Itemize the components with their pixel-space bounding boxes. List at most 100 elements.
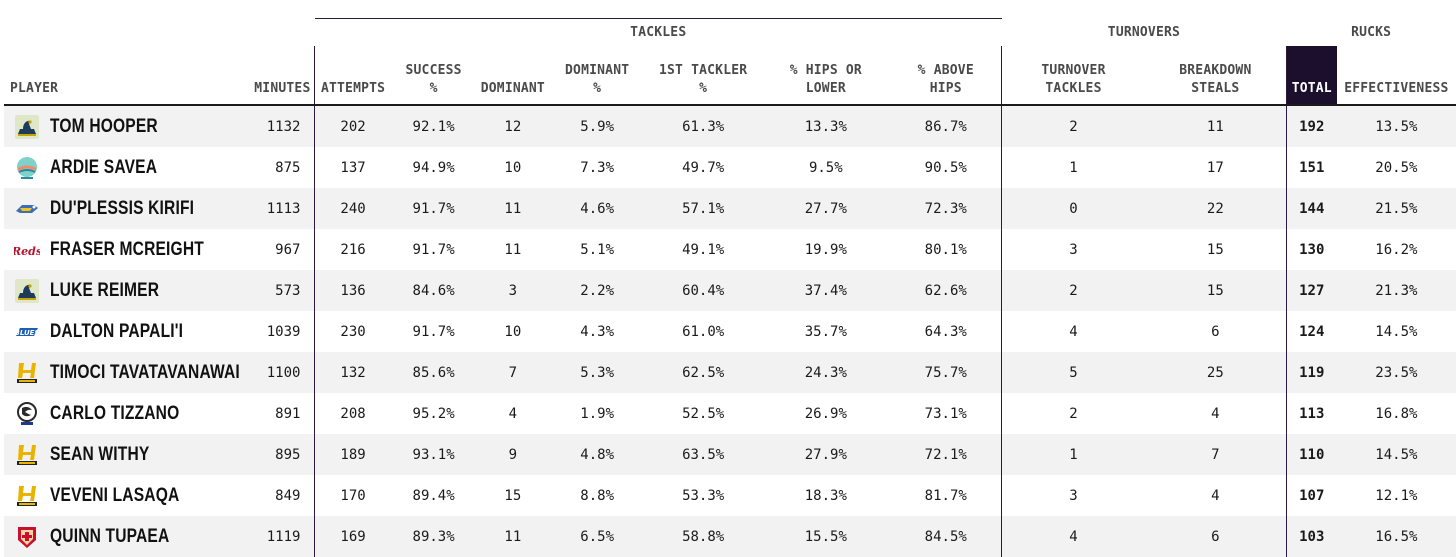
above-hips-cell: 75.7% [890,352,1003,393]
table-row[interactable]: SEAN WITHY 895 189 93.1% 9 4.8% 63.5% 27.9% 72.1… [4,434,1456,475]
attempts-cell: 189 [314,434,391,475]
table-row[interactable]: VEVENI LASAQA 849 170 89.4% 15 8.8% 53.3% 18.3%… [4,475,1456,516]
column-header-hips-or-lower[interactable]: % HIPS OR LOWER [761,46,891,106]
turnover-tackles-cell: 1 [1001,147,1145,188]
svg-text:Reds: Reds [14,245,40,258]
effectiveness-cell: 14.5% [1336,434,1456,475]
effectiveness-cell: 21.3% [1336,270,1456,311]
minutes-cell: 573 [246,270,315,311]
player-name[interactable]: DALTON PAPALI'I [50,320,184,342]
success-pct-cell: 91.7% [390,311,477,352]
table-row[interactable]: QUINN TUPAEA 1119 169 89.3% 11 6.5% 58.8% 15.5%… [4,516,1456,557]
dominant-cell: 15 [476,475,550,516]
hurricanes-team-icon [14,442,40,468]
success-pct-cell: 93.1% [390,434,477,475]
moana-team-icon [14,155,40,181]
ruck-total-cell: 110 [1286,434,1337,475]
hips-or-lower-cell: 27.9% [761,434,891,475]
table-row[interactable]: Reds FRASER MCREIGHT 96721691.7%115.1%49.1… [4,229,1456,270]
column-header-turnover-tackles[interactable]: TURNOVER TACKLES [1001,46,1145,106]
table-row[interactable]: TOM HOOPER 1132 202 92.1% 12 5.9% 61.3% 13.3% 86… [4,105,1456,147]
attempts-cell: 137 [314,147,391,188]
column-header-effectiveness[interactable]: EFFECTIVENESS [1336,46,1456,106]
first-tackler-cell: 53.3% [645,475,762,516]
player-cell: CARLO TIZZANO [4,393,247,434]
ruck-total-cell: 103 [1286,516,1337,557]
hips-or-lower-cell: 9.5% [761,147,891,188]
above-hips-cell: 72.1% [890,434,1003,475]
tackling-stats-table: TACKLES TURNOVERS RUCKS PLAYER MINUTES A… [4,18,1456,557]
attempts-cell: 170 [314,475,391,516]
hips-or-lower-cell: 26.9% [761,393,891,434]
first-tackler-cell: 58.8% [645,516,762,557]
minutes-cell: 1113 [246,188,315,229]
table-row[interactable]: CARLO TIZZANO 891 208 95.2% 4 1.9% 52.5% 26.9% 7… [4,393,1456,434]
table-row[interactable]: LUKE REIMER 573 136 84.6% 3 2.2% 60.4% 37.4% 62.… [4,270,1456,311]
turnover-tackles-cell: 4 [1001,516,1145,557]
hips-or-lower-cell: 37.4% [761,270,891,311]
column-header-total[interactable]: TOTAL [1286,46,1337,106]
column-header-minutes[interactable]: MINUTES [246,46,315,106]
breakdown-steals-cell: 6 [1144,516,1287,557]
player-name[interactable]: LUKE REIMER [50,279,160,301]
table-row[interactable]: BLUES DALTON PAPALI'I 1039 230 91.7% 10 4.3% 61… [4,311,1456,352]
above-hips-cell: 86.7% [890,105,1003,147]
minutes-cell: 1119 [246,516,315,557]
player-name[interactable]: ARDIE SAVEA [50,156,158,178]
effectiveness-cell: 13.5% [1336,105,1456,147]
hips-or-lower-cell: 27.7% [761,188,891,229]
column-header-success[interactable]: SUCCESS% [390,46,477,106]
player-name[interactable]: SEAN WITHY [50,443,150,465]
column-header-player[interactable]: PLAYER [4,46,247,106]
table-row[interactable]: DU'PLESSIS KIRIFI 1113 240 91.7% 11 4.6% 57.1%… [4,188,1456,229]
table-row[interactable]: TIMOCI TAVATAVANAWAI 1100 132 85.6% 7 5.3% 62.… [4,352,1456,393]
ruck-total-cell: 144 [1286,188,1337,229]
success-pct-cell: 89.3% [390,516,477,557]
column-header-dominant-pct[interactable]: DOMINANT% [549,46,646,106]
effectiveness-cell: 16.5% [1336,516,1456,557]
success-pct-cell: 85.6% [390,352,477,393]
column-header-dominant[interactable]: DOMINANT [476,46,550,106]
effectiveness-cell: 23.5% [1336,352,1456,393]
first-tackler-cell: 57.1% [645,188,762,229]
dominant-cell: 11 [476,188,550,229]
column-header-breakdown-steals[interactable]: BREAKDOWN STEALS [1144,46,1287,106]
table-row[interactable]: ARDIE SAVEA 875 137 94.9% 10 7.3% 49.7% 9.5% 90.… [4,147,1456,188]
column-header-above-hips[interactable]: % ABOVE HIPS [890,46,1003,106]
breakdown-steals-cell: 6 [1144,311,1287,352]
attempts-cell: 240 [314,188,391,229]
player-cell: Reds FRASER MCREIGHT [4,229,247,270]
player-name[interactable]: TIMOCI TAVATAVANAWAI [50,361,240,383]
breakdown-steals-cell: 22 [1144,188,1287,229]
reds-team-icon: Reds [11,237,42,263]
player-cell: QUINN TUPAEA [4,516,247,557]
dominant-cell: 11 [476,516,550,557]
column-header-attempts[interactable]: ATTEMPTS [314,46,391,106]
player-name[interactable]: VEVENI LASAQA [50,484,180,506]
player-name[interactable]: FRASER MCREIGHT [50,238,204,260]
attempts-cell: 216 [314,229,391,270]
above-hips-cell: 90.5% [890,147,1003,188]
breakdown-steals-cell: 15 [1144,270,1287,311]
dominant-pct-cell: 4.3% [549,311,646,352]
column-header-first-tackler[interactable]: 1ST TACKLER% [645,46,762,106]
player-name[interactable]: TOM HOOPER [50,115,158,137]
table-header: TACKLES TURNOVERS RUCKS PLAYER MINUTES A… [4,18,1456,106]
breakdown-steals-cell: 7 [1144,434,1287,475]
minutes-cell: 891 [246,393,315,434]
player-cell: SEAN WITHY [4,434,247,475]
success-pct-cell: 84.6% [390,270,477,311]
effectiveness-cell: 21.5% [1336,188,1456,229]
breakdown-steals-cell: 17 [1144,147,1287,188]
player-name[interactable]: QUINN TUPAEA [50,525,170,547]
ruck-total-cell: 130 [1286,229,1337,270]
player-name[interactable]: CARLO TIZZANO [50,402,180,424]
player-name[interactable]: DU'PLESSIS KIRIFI [50,197,195,219]
ruck-total-cell: 127 [1286,270,1337,311]
dominant-pct-cell: 5.1% [549,229,646,270]
dominant-cell: 3 [476,270,550,311]
dominant-cell: 4 [476,393,550,434]
effectiveness-cell: 14.5% [1336,311,1456,352]
blues-team-icon: BLUES [14,319,40,345]
dominant-pct-cell: 2.2% [549,270,646,311]
